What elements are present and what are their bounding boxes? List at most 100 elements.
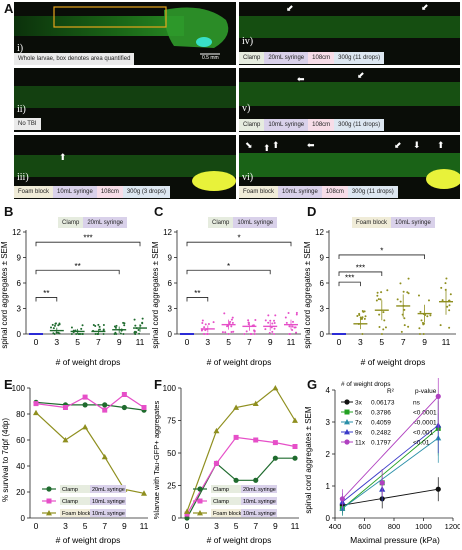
tag-syringe: 10mL syringe (391, 217, 435, 228)
data-point (80, 327, 83, 330)
data-point (445, 277, 448, 280)
y-tick-label: 100 (12, 384, 26, 393)
y-tick-label: 3 (326, 418, 331, 427)
aggregate-arrow-icon: ⬊ (245, 140, 253, 150)
data-point (383, 319, 386, 322)
scale-bar-label: 0.5 mm (202, 55, 219, 61)
data-point (233, 477, 239, 483)
data-point (382, 311, 385, 314)
regression-line (342, 424, 439, 503)
data-point (285, 321, 288, 324)
data-point (375, 299, 378, 302)
data-point (291, 325, 294, 328)
y-tick-label: 9 (17, 254, 22, 263)
x-axis-label-b: # of weight drops (56, 357, 121, 367)
significance-bracket (35, 241, 141, 247)
legend-tag-bg (211, 497, 241, 505)
legend-series-name: 3x (355, 400, 363, 407)
data-point (274, 314, 277, 317)
data-point (272, 385, 279, 391)
data-point (339, 496, 345, 502)
panel-label-b: B (4, 204, 14, 219)
data-point (273, 319, 276, 322)
legend-series-name: 9x (355, 430, 363, 437)
data-point (102, 328, 105, 331)
larva-tail-image-ii (14, 86, 236, 108)
tag-height: 108cm (308, 52, 335, 64)
data-point (356, 315, 359, 318)
x-tick-label: 7 (401, 337, 406, 347)
tag-syringe: 10mL syringe (233, 217, 278, 228)
data-point (448, 304, 451, 307)
data-point (46, 486, 52, 492)
data-point (201, 321, 204, 324)
data-point (141, 317, 144, 320)
plot-area-f: 0 25 50 75 100 0 3 5 7 9 11 Clamp 20mL syringe Clamp 1… (163, 384, 300, 531)
tag-weight: 300g (11 drops) (347, 186, 398, 198)
data-point (197, 510, 203, 516)
micrograph-iii: ⬆ iii) Foam block 10mL syringe 108cm 300… (14, 135, 236, 199)
y-tick-label: 3 (17, 305, 22, 314)
y-tick-label: 6 (168, 279, 173, 288)
aggregate-arrow-icon: ⬅ (307, 140, 315, 150)
x-tick-label: 7 (102, 521, 107, 531)
chart-e: 0 20 40 60 80 100 0 3 5 7 9 11 Clamp 20mL syringe Clam… (1, 384, 149, 545)
significance-label: * (227, 262, 230, 271)
data-point (379, 480, 385, 486)
tag-device: Clamp (239, 52, 265, 64)
y-axis-label-f: %larvae with Tau-GFP+ aggregates (152, 401, 161, 520)
data-point (435, 486, 441, 492)
y-tick-label: 0 (172, 514, 177, 523)
micrograph-vi: ⬊ ⬆ ⬆ ⬅ ⬋ ⬇ ⬆ vi) Foam block 10mL syring… (239, 135, 460, 199)
data-point (403, 324, 406, 327)
data-point (51, 323, 54, 326)
y-tick-label: 0 (168, 330, 173, 339)
legend-tag-syringe: 10mL syringe (243, 511, 276, 517)
series-line (35, 393, 145, 411)
data-point (378, 325, 381, 328)
data-point (295, 331, 298, 334)
x-tick-label: 11 (291, 521, 300, 531)
data-point (418, 327, 421, 330)
data-point (102, 333, 105, 335)
x-tick-label: 9 (422, 337, 427, 347)
data-point (253, 437, 259, 443)
data-point (207, 323, 210, 326)
data-point (439, 324, 442, 327)
chart-f: 0 25 50 75 100 0 3 5 7 9 11 Clamp 20mL syringe Clamp 1… (152, 384, 300, 545)
data-point (429, 314, 432, 317)
aggregate-arrow-icon: ⬋ (286, 3, 294, 13)
data-point (141, 321, 144, 324)
data-point (203, 326, 206, 329)
x-tick-label: 9 (268, 337, 273, 347)
plot-area-g: 0 1 2 3 4 400 600 800 1000 1200 3x 0.06173 ns 5x 0.378… (326, 378, 460, 531)
data-point (267, 314, 270, 317)
larva-whole-image (14, 6, 229, 55)
data-point (204, 323, 207, 326)
y-tick-label: 0 (17, 330, 22, 339)
legend-title-g: # of weight drops (341, 381, 391, 388)
data-point (133, 331, 136, 334)
data-point (121, 404, 127, 411)
micrograph-roman-iv: iv) (242, 36, 254, 47)
data-point (271, 330, 274, 333)
micrograph-caption: Whole larvae, box denotes area quantifie… (14, 53, 135, 65)
data-point (291, 329, 294, 332)
x-tick-label: 9 (273, 521, 278, 531)
data-point (102, 402, 108, 408)
x-tick-label: 800 (388, 522, 401, 531)
data-point (75, 333, 78, 335)
tag-syringe: 10mL syringe (264, 119, 309, 131)
y-tick-label: 12 (315, 228, 324, 237)
y-tick-label: 6 (17, 279, 22, 288)
data-point (232, 330, 235, 333)
data-point (50, 326, 53, 329)
x-tick-label: 1000 (415, 522, 432, 531)
y-tick-label: 3 (168, 305, 173, 314)
y-tick-label: 20 (16, 488, 25, 497)
x-tick-label: 0 (185, 337, 190, 347)
data-point (223, 312, 226, 315)
data-point (213, 427, 220, 434)
